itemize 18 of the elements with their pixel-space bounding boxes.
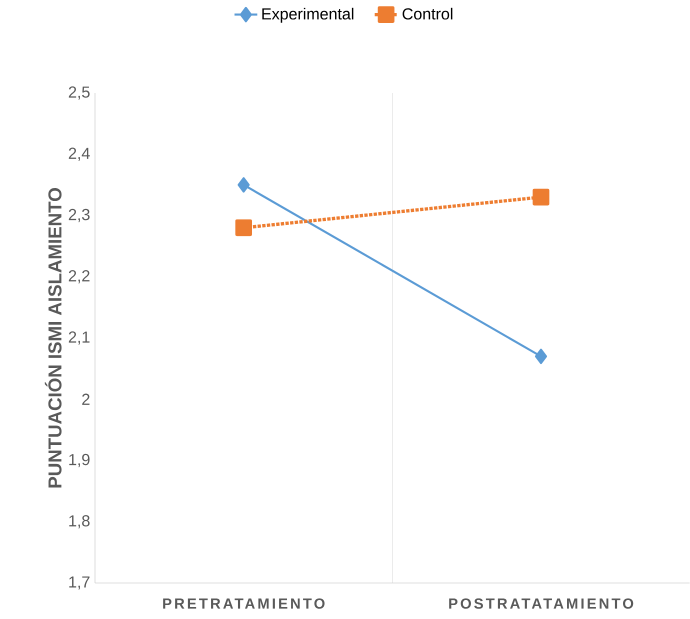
y-tick-label: 1,7 <box>69 576 90 590</box>
y-tick-label: 2,1 <box>68 331 90 345</box>
point <box>238 177 250 193</box>
y-tick-label: 1,9 <box>69 454 90 468</box>
y-tick-label: 2,3 <box>68 208 90 222</box>
y-tick-label: 1,8 <box>69 515 90 528</box>
y-tick-label: 2,2 <box>68 270 90 284</box>
point <box>532 188 550 206</box>
y-tick-label: 2,5 <box>68 86 90 100</box>
x-tick-label: PRETRATAMIENTO <box>163 598 325 609</box>
x-tick-label: POSTRATATAMIENTO <box>449 598 634 609</box>
point <box>235 219 252 236</box>
y-axis-title: PUNTUACIÓN ISMI AISLAMIENTO <box>44 188 62 488</box>
y-tick-label: 2 <box>82 394 90 405</box>
legend-label: Experimental <box>262 8 354 23</box>
point <box>534 348 548 364</box>
y-tick-label: 2,4 <box>68 148 90 161</box>
legend-label: Control <box>402 8 452 20</box>
